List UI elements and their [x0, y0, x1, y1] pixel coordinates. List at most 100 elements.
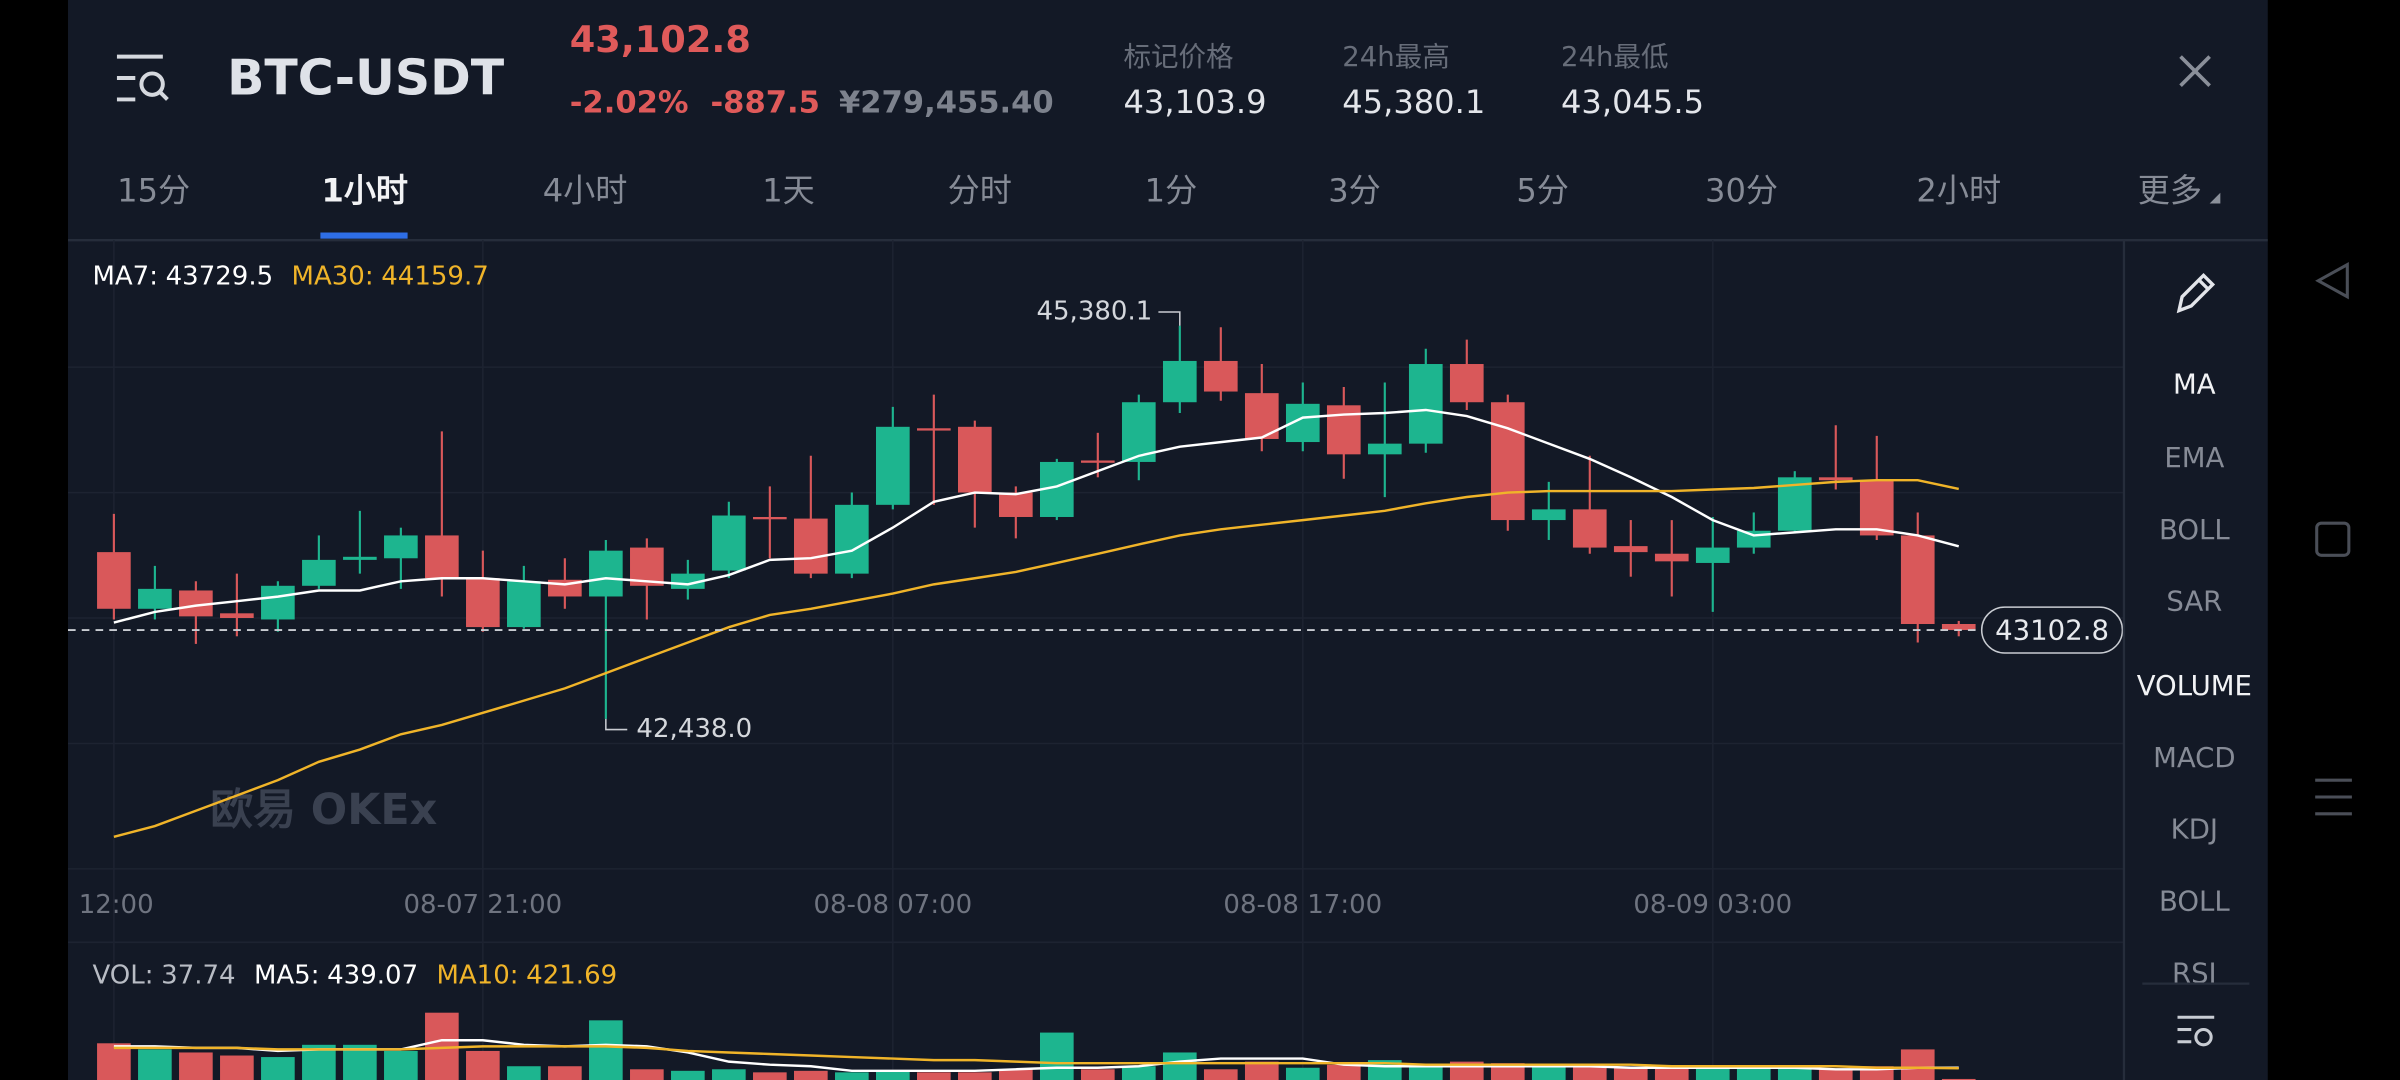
candle-body	[876, 426, 910, 505]
volume-bar	[1531, 1066, 1566, 1080]
volume-bar	[1613, 1067, 1648, 1080]
candle-body	[1408, 364, 1443, 444]
candle-body	[261, 585, 295, 620]
stat-label: 24h最高	[1342, 41, 1449, 73]
indicator-button[interactable]: MACD	[2153, 742, 2235, 774]
cny-price: ¥279,455.40	[839, 86, 1054, 121]
edit-icon[interactable]	[2176, 272, 2216, 314]
timeframe-tab[interactable]: 1分	[1145, 172, 1198, 210]
volume-bar	[712, 1069, 746, 1080]
stat-label: 标记价格	[1124, 41, 1234, 73]
volume-bar	[384, 1050, 418, 1080]
candle-body	[1818, 477, 1853, 481]
indicator-button[interactable]: SAR	[2166, 586, 2222, 618]
volume-bar	[1039, 1032, 1074, 1080]
candle-body	[1490, 402, 1525, 521]
stat-label: 24h最低	[1561, 41, 1668, 73]
volume-bar	[589, 1020, 623, 1080]
volume-bar	[548, 1066, 582, 1080]
timeframe-tab[interactable]: 更多	[2138, 172, 2202, 210]
indicator-button[interactable]: MA	[2173, 368, 2216, 400]
timeframe-tab[interactable]: 5分	[1516, 172, 1569, 210]
high-marker	[1158, 311, 1181, 326]
indicator-button[interactable]: KDJ	[2171, 814, 2218, 846]
volume-bar	[1326, 1064, 1361, 1080]
volume-bar	[261, 1057, 295, 1080]
timeframe-tab[interactable]: 1小时	[321, 172, 408, 210]
volume-bar	[179, 1052, 213, 1080]
volume-bar	[835, 1072, 869, 1080]
legend-value: 43729.5	[166, 261, 274, 291]
indicator-button[interactable]: BOLL	[2159, 886, 2230, 918]
candle-body	[384, 535, 418, 559]
timeframe-tab[interactable]: 3分	[1328, 172, 1381, 210]
settings-icon[interactable]	[2177, 1015, 2215, 1047]
indicator-button[interactable]: VOLUME	[2137, 670, 2252, 702]
timeframe-tab[interactable]: 1天	[762, 172, 815, 210]
ma-line	[113, 1039, 1959, 1073]
candle-body	[1162, 360, 1197, 403]
timeframe-tab[interactable]: 15分	[117, 172, 190, 210]
ma-line	[113, 408, 1960, 624]
candle-body	[1941, 624, 1976, 631]
timeframe-tab[interactable]: 2小时	[1916, 172, 2001, 210]
ma-line	[113, 478, 1960, 838]
indicator-button[interactable]: RSI	[2172, 957, 2217, 989]
legend-value: 37.74	[161, 960, 235, 990]
volume-bar	[1695, 1066, 1730, 1080]
x-tick-label: 12:00	[79, 890, 154, 920]
volume-bar	[794, 1070, 828, 1080]
last-price: 43,102.8	[570, 18, 751, 61]
candle-body	[712, 515, 746, 571]
candle-body	[220, 613, 254, 618]
nav-back[interactable]	[2315, 262, 2349, 300]
indicator-button[interactable]: EMA	[2164, 442, 2224, 474]
candle-body	[302, 559, 336, 586]
volume-bar	[1941, 1078, 1976, 1080]
candle-body	[138, 588, 172, 609]
x-tick-label: 08-09 03:00	[1633, 890, 1792, 920]
legend-value: 439.07	[327, 960, 418, 990]
candle-body	[671, 573, 705, 589]
timeframe-tab[interactable]: 分时	[948, 172, 1012, 210]
volume-bar	[1654, 1067, 1689, 1080]
symbol[interactable]: BTC-USDT	[227, 50, 505, 107]
candle-body	[916, 428, 951, 431]
candle-body	[1736, 530, 1771, 548]
plot: 12:00 08-07 21:00 08-08 07:00 08-08 17:00 08…	[67, 240, 2124, 1080]
x-tick-label: 08-08 17:00	[1223, 890, 1382, 920]
volume-bar	[97, 1043, 131, 1080]
volume-bar	[998, 1069, 1033, 1080]
volume-bar	[1080, 1069, 1115, 1080]
last-price-tag	[1980, 606, 2124, 654]
volume-bar	[1900, 1049, 1935, 1080]
candle-body	[1695, 547, 1730, 563]
legend-label: VOL:	[92, 960, 153, 990]
volume-bar	[1777, 1067, 1812, 1080]
low-label: 42,438.0	[636, 714, 752, 744]
nav-home[interactable]	[2315, 521, 2351, 557]
candle-body	[1367, 443, 1402, 455]
volume-bar	[671, 1070, 705, 1080]
volume-bar	[1572, 1066, 1607, 1080]
indicator-button[interactable]: BOLL	[2159, 514, 2230, 546]
candle-body	[97, 552, 131, 609]
candle-body	[1900, 535, 1935, 625]
volume-bar	[1285, 1067, 1320, 1080]
legend-value: 421.69	[526, 960, 617, 990]
change-pct: -2.02%	[570, 86, 689, 121]
volume-bar	[343, 1044, 377, 1080]
timeframe-tab[interactable]: 4小时	[543, 172, 628, 210]
volume-bar	[1121, 1066, 1156, 1080]
volume-bar	[466, 1050, 500, 1080]
timeframe-tab[interactable]: 30分	[1705, 172, 1778, 210]
volume-bar	[630, 1069, 664, 1080]
change: -887.5	[710, 86, 819, 121]
menu-icon[interactable]	[116, 54, 169, 102]
volume-bar	[1736, 1067, 1771, 1080]
candle-body	[1449, 364, 1484, 403]
nav-recent[interactable]	[2315, 778, 2352, 816]
candle-body	[1203, 360, 1238, 392]
close-icon[interactable]	[2179, 55, 2211, 87]
